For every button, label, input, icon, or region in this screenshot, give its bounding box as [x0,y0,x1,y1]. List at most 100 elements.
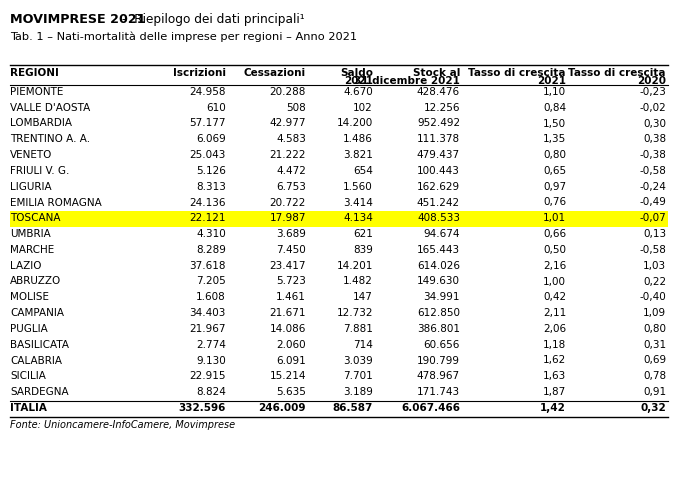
Text: 1.560: 1.560 [343,182,373,192]
Text: 24.136: 24.136 [189,198,226,208]
Text: -  Riepilogo dei dati principali¹: - Riepilogo dei dati principali¹ [118,13,304,26]
Text: 408.533: 408.533 [417,213,460,223]
Text: 479.437: 479.437 [417,150,460,160]
Text: 94.674: 94.674 [424,229,460,239]
Text: VENETO: VENETO [10,150,52,160]
Text: 190.799: 190.799 [417,355,460,366]
Text: 6.091: 6.091 [276,355,306,366]
Text: 4.134: 4.134 [343,213,373,223]
Text: 0,31: 0,31 [643,340,666,350]
Text: 9.130: 9.130 [196,355,226,366]
Text: 3.414: 3.414 [343,198,373,208]
Text: 1,18: 1,18 [543,340,566,350]
Text: 246.009: 246.009 [258,403,306,413]
Text: 111.378: 111.378 [417,134,460,144]
Text: 7.701: 7.701 [343,371,373,381]
Text: 42.977: 42.977 [269,118,306,128]
Text: 508: 508 [286,103,306,113]
Text: 147: 147 [353,292,373,302]
Text: 5.635: 5.635 [276,387,306,397]
Text: TRENTINO A. A.: TRENTINO A. A. [10,134,90,144]
Text: SICILIA: SICILIA [10,371,46,381]
Text: 4.583: 4.583 [276,134,306,144]
Text: BASILICATA: BASILICATA [10,340,69,350]
Text: 332.596: 332.596 [178,403,226,413]
Text: 60.656: 60.656 [424,340,460,350]
Text: -0,24: -0,24 [639,182,666,192]
Text: 1,35: 1,35 [543,134,566,144]
Text: LAZIO: LAZIO [10,261,41,270]
Text: 0,66: 0,66 [543,229,566,239]
Text: 1,00: 1,00 [543,276,566,286]
Text: 0,69: 0,69 [643,355,666,366]
Text: 14.201: 14.201 [336,261,373,270]
Text: CAMPANIA: CAMPANIA [10,308,64,318]
Text: CALABRIA: CALABRIA [10,355,62,366]
Text: 839: 839 [353,245,373,255]
Text: 478.967: 478.967 [417,371,460,381]
Text: UMBRIA: UMBRIA [10,229,51,239]
Text: Stock al: Stock al [413,68,460,78]
Text: MOVIMPRESE 2021: MOVIMPRESE 2021 [10,13,146,26]
Text: 15.214: 15.214 [269,371,306,381]
Bar [10,212,668,227]
Text: Cessazioni: Cessazioni [244,68,306,78]
Text: 0,30: 0,30 [643,118,666,128]
Text: 0,80: 0,80 [643,324,666,334]
Text: 0,78: 0,78 [643,371,666,381]
Text: 1,87: 1,87 [543,387,566,397]
Text: 714: 714 [353,340,373,350]
Text: 3.689: 3.689 [276,229,306,239]
Text: VALLE D'AOSTA: VALLE D'AOSTA [10,103,90,113]
Text: 2021: 2021 [537,76,566,86]
Text: 20.722: 20.722 [270,198,306,208]
Text: 165.443: 165.443 [417,245,460,255]
Text: REGIONI: REGIONI [10,68,59,78]
Text: 2,16: 2,16 [543,261,566,270]
Text: 102: 102 [353,103,373,113]
Text: 7.450: 7.450 [276,245,306,255]
Text: 24.958: 24.958 [189,87,226,97]
Text: 1,62: 1,62 [543,355,566,366]
Text: LIGURIA: LIGURIA [10,182,52,192]
Text: 3.039: 3.039 [343,355,373,366]
Text: PIEMONTE: PIEMONTE [10,87,63,97]
Text: 37.618: 37.618 [189,261,226,270]
Text: MARCHE: MARCHE [10,245,54,255]
Text: 428.476: 428.476 [417,87,460,97]
Text: 6.067.466: 6.067.466 [401,403,460,413]
Text: Tab. 1 – Nati-mortalità delle imprese per regioni – Anno 2021: Tab. 1 – Nati-mortalità delle imprese pe… [10,32,357,43]
Text: 21.222: 21.222 [269,150,306,160]
Text: 1.608: 1.608 [196,292,226,302]
Text: Iscrizioni: Iscrizioni [173,68,226,78]
Text: 3.821: 3.821 [343,150,373,160]
Text: 25.043: 25.043 [190,150,226,160]
Text: ITALIA: ITALIA [10,403,47,413]
Text: 14.086: 14.086 [270,324,306,334]
Text: 4.670: 4.670 [343,87,373,97]
Text: 0,42: 0,42 [543,292,566,302]
Text: 1,03: 1,03 [643,261,666,270]
Text: 20.288: 20.288 [270,87,306,97]
Text: -0,49: -0,49 [639,198,666,208]
Text: 0,76: 0,76 [543,198,566,208]
Text: 0,50: 0,50 [543,245,566,255]
Text: 614.026: 614.026 [417,261,460,270]
Text: 8.289: 8.289 [196,245,226,255]
Text: 4.472: 4.472 [276,166,306,176]
Text: 1,63: 1,63 [543,371,566,381]
Text: 12.732: 12.732 [336,308,373,318]
Text: 0,13: 0,13 [643,229,666,239]
Text: TOSCANA: TOSCANA [10,213,60,223]
Text: 100.443: 100.443 [417,166,460,176]
Text: -0,23: -0,23 [639,87,666,97]
Text: 1.461: 1.461 [276,292,306,302]
Text: Fonte: Unioncamere-InfoCamere, Movimprese: Fonte: Unioncamere-InfoCamere, Movimpres… [10,420,235,430]
Text: -0,58: -0,58 [639,166,666,176]
Text: 2021: 2021 [344,76,373,86]
Text: 1.482: 1.482 [343,276,373,286]
Text: 0,84: 0,84 [543,103,566,113]
Text: 451.242: 451.242 [417,198,460,208]
Text: 621: 621 [353,229,373,239]
Text: 386.801: 386.801 [417,324,460,334]
